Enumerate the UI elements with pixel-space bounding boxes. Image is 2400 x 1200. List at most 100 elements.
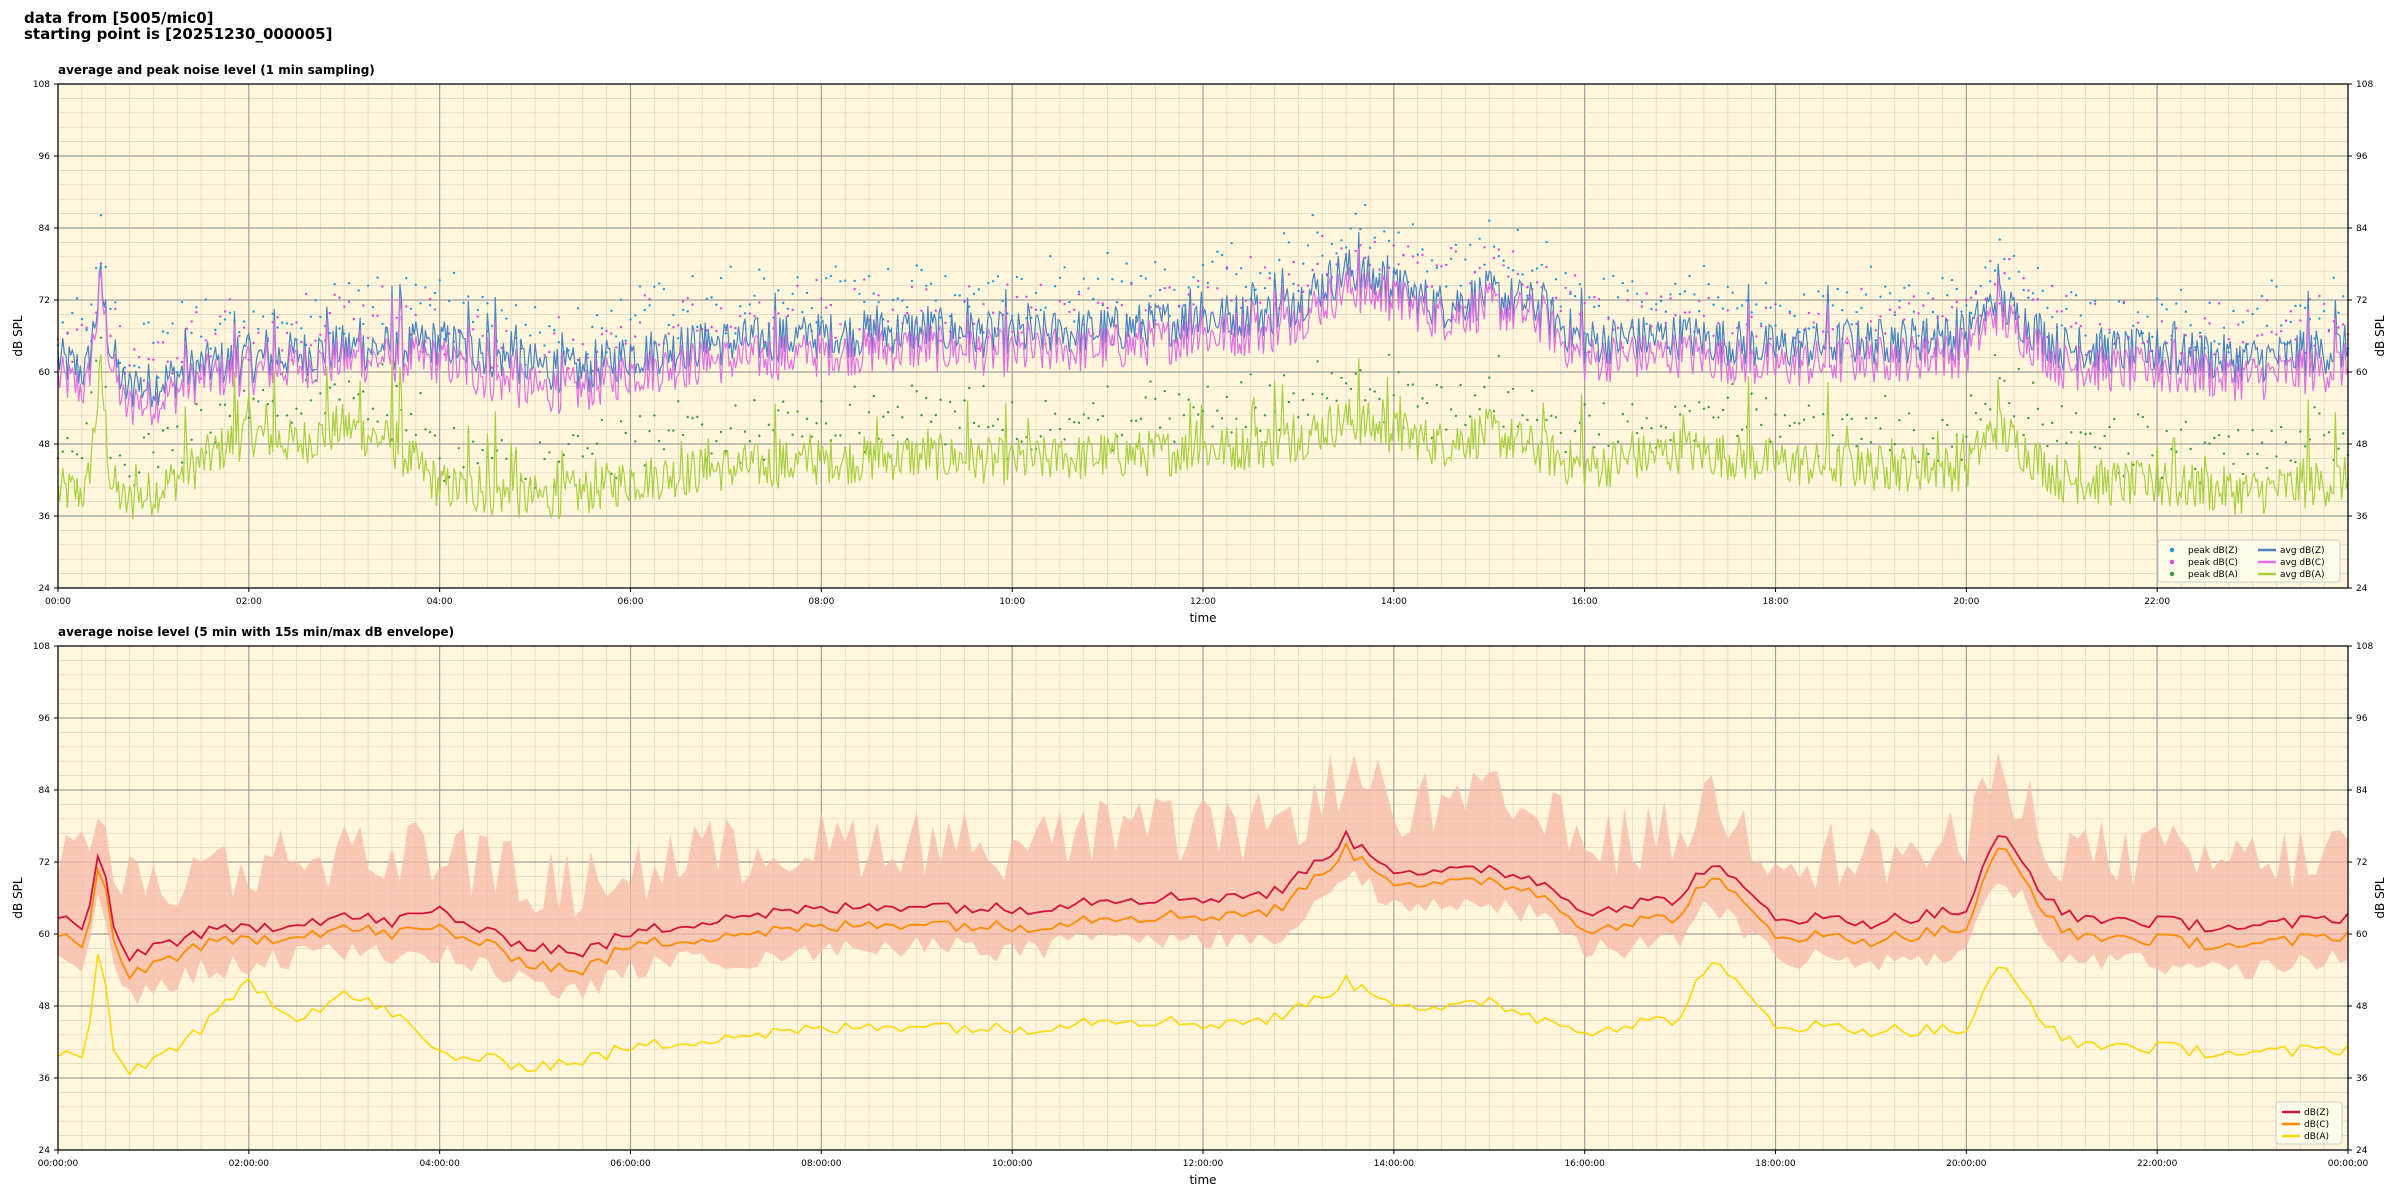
peak-dot xyxy=(1096,277,1100,280)
peak-dot xyxy=(2065,294,2068,298)
peak-dot xyxy=(137,471,141,474)
peak-dot xyxy=(2055,310,2059,313)
peak-dot xyxy=(1192,303,1195,306)
peak-dot xyxy=(762,277,766,280)
peak-dot xyxy=(1965,298,1968,302)
peak-dot xyxy=(457,447,460,450)
peak-dot xyxy=(2008,277,2011,280)
peak-dot xyxy=(2084,334,2087,337)
peak-dot xyxy=(1139,417,1143,421)
peak-dot xyxy=(252,310,255,313)
peak-dot xyxy=(2051,421,2054,425)
peak-dot xyxy=(471,328,475,331)
peak-dot xyxy=(61,450,64,453)
peak-dot xyxy=(1955,287,1959,291)
peak-dot xyxy=(629,318,632,321)
peak-dot xyxy=(1998,238,2001,241)
peak-dot xyxy=(152,451,155,454)
peak-dot xyxy=(1750,392,1753,395)
peak-dot xyxy=(1087,417,1090,420)
peak-dot xyxy=(166,426,169,430)
peak-dot xyxy=(157,341,160,344)
peak-dot xyxy=(615,335,618,338)
peak-dot xyxy=(2208,442,2211,445)
peak-dot xyxy=(467,295,470,298)
peak-dot xyxy=(99,214,103,217)
peak-dot xyxy=(1182,414,1186,417)
peak-dot xyxy=(2270,330,2273,334)
peak-dot xyxy=(696,415,699,419)
peak-dot xyxy=(910,285,914,288)
peak-dot xyxy=(1001,428,1004,432)
peak-dot xyxy=(1211,425,1214,428)
peak-dot xyxy=(1120,433,1124,437)
peak-dot xyxy=(2136,413,2140,416)
peak-dot xyxy=(395,384,398,388)
peak-dot xyxy=(844,279,847,282)
y-tick-label: 48 xyxy=(39,1002,51,1012)
peak-dot xyxy=(1449,257,1453,260)
peak-dot xyxy=(204,339,208,342)
peak-dot xyxy=(118,361,122,365)
y-tick-label: 60 xyxy=(39,930,51,940)
peak-dot xyxy=(2275,285,2278,288)
peak-dot xyxy=(1230,242,1233,245)
y-tick-label: 24 xyxy=(39,584,51,594)
peak-dot xyxy=(1874,417,1877,420)
peak-dot xyxy=(1387,239,1391,243)
peak-dot xyxy=(1120,280,1124,283)
peak-dot xyxy=(2318,412,2321,415)
legend-label: dB(Z) xyxy=(2304,1108,2329,1118)
peak-dot xyxy=(1822,413,1825,416)
y-tick-label-right: 72 xyxy=(2356,296,2367,306)
peak-dot xyxy=(1731,382,1734,386)
peak-dot xyxy=(572,338,575,341)
peak-dot xyxy=(710,452,713,455)
peak-dot xyxy=(715,303,718,306)
peak-dot xyxy=(71,360,74,363)
peak-dot xyxy=(920,309,923,312)
peak-dot xyxy=(1177,304,1181,308)
peak-dot xyxy=(1602,402,1605,405)
peak-dot xyxy=(1635,292,1639,295)
peak-dot xyxy=(481,448,484,452)
peak-dot xyxy=(1573,274,1577,277)
peak-dot xyxy=(1240,381,1243,384)
peak-dot xyxy=(1368,388,1372,391)
peak-dot xyxy=(1068,300,1071,304)
peak-dot xyxy=(1717,296,1720,299)
peak-dot xyxy=(1969,296,1973,299)
min-max-envelope xyxy=(58,752,2348,1005)
peak-dot xyxy=(1373,240,1377,244)
peak-dot xyxy=(1612,274,1615,278)
x-tick-label: 14:00:00 xyxy=(1374,1159,1415,1169)
y-tick-label-right: 84 xyxy=(2356,786,2368,796)
peak-dot xyxy=(390,438,394,441)
peak-dot xyxy=(190,320,193,323)
peak-dot xyxy=(2327,330,2331,333)
peak-dot xyxy=(1387,266,1391,269)
peak-dot xyxy=(1435,383,1439,387)
peak-dot xyxy=(2218,342,2221,346)
peak-dot xyxy=(1435,264,1439,267)
peak-dot xyxy=(2122,300,2125,304)
peak-dot xyxy=(133,348,136,351)
peak-dot xyxy=(1650,307,1653,311)
peak-dot xyxy=(1678,413,1682,416)
peak-dot xyxy=(1564,272,1567,275)
peak-dot xyxy=(1578,283,1582,286)
peak-dot xyxy=(963,299,966,302)
peak-dot xyxy=(1917,460,1920,464)
peak-dot xyxy=(815,278,818,282)
peak-dot xyxy=(1545,418,1548,422)
peak-dot xyxy=(195,403,198,406)
peak-dot xyxy=(1073,421,1076,424)
peak-dot xyxy=(815,321,818,324)
peak-dot xyxy=(1664,426,1668,429)
peak-dot xyxy=(1535,267,1539,270)
peak-dot xyxy=(2160,303,2164,306)
peak-dot xyxy=(882,415,885,418)
peak-dot xyxy=(376,276,379,279)
peak-dot xyxy=(677,337,680,340)
x-tick-label: 04:00 xyxy=(427,597,453,607)
